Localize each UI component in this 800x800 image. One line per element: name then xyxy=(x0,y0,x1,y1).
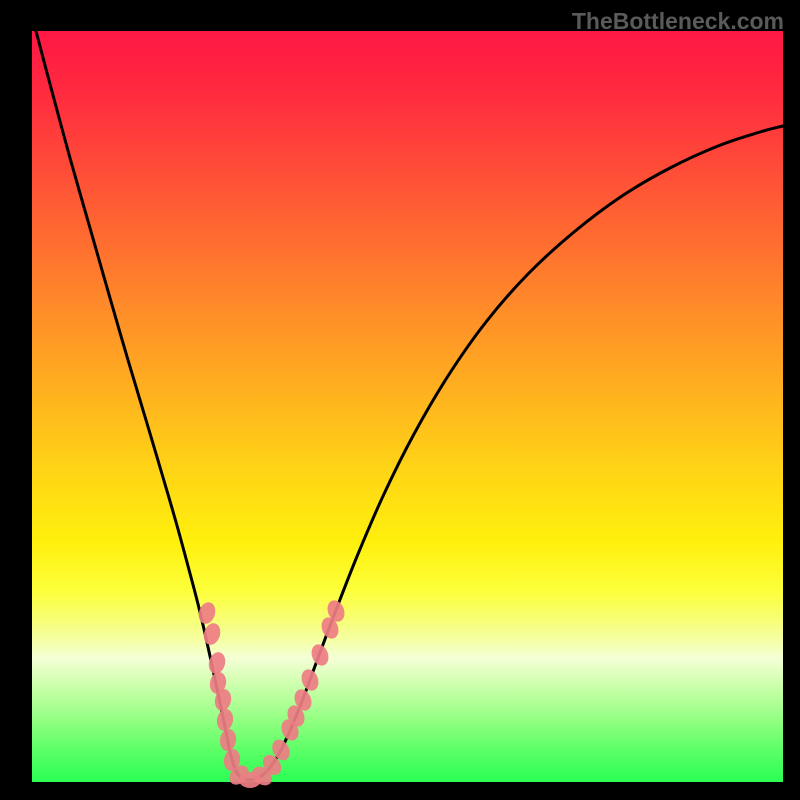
data-marker xyxy=(215,708,235,732)
data-marker xyxy=(299,667,322,693)
right-curve xyxy=(250,126,783,780)
data-marker xyxy=(219,728,238,752)
marker-group xyxy=(196,598,347,789)
watermark-text: TheBottleneck.com xyxy=(572,8,784,35)
data-marker xyxy=(309,642,332,668)
curve-layer xyxy=(0,0,800,800)
chart-container: TheBottleneck.com xyxy=(0,0,800,800)
